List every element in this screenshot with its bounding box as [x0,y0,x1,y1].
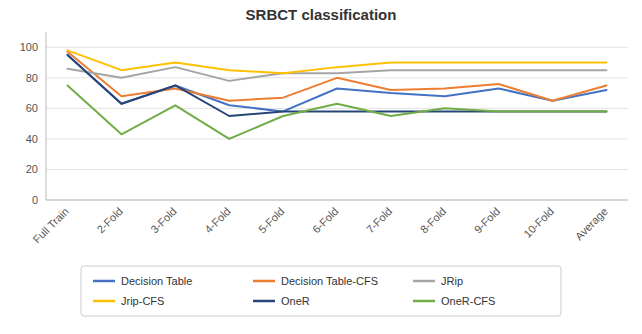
legend-label: Decision Table [121,275,192,287]
chart-container: SRBCT classification 0 20 40 60 80 100 Full Tra… [0,0,642,334]
chart-svg: SRBCT classification 0 20 40 60 80 100 Full Tra… [0,0,642,334]
grid-line [46,47,628,48]
legend-frame [81,266,561,316]
x-tick-label: 7-Fold [364,205,395,236]
x-tick-label: Full Train [31,205,71,245]
y-tick-label: 0 [32,194,38,206]
x-tick-label: 3-Fold [148,205,179,236]
legend-swatch [413,300,435,303]
series-line [68,50,607,73]
series-line [68,55,607,116]
title: SRBCT classification [246,6,397,23]
y-tick-label: 20 [26,163,38,175]
y-tick-label: 80 [26,72,38,84]
series-line [68,85,607,138]
x-tick-label: 5-Fold [256,205,287,236]
legend-swatch [413,280,435,283]
x-tick-label: 4-Fold [202,205,233,236]
x-tick-label: Average [573,205,610,242]
legend-swatch [253,300,275,303]
x-axis-line [46,200,628,201]
legend-swatch [93,280,115,283]
x-tick-label: 8-Fold [418,205,449,236]
legend-swatch [253,280,275,283]
legend-label: OneR-CFS [441,295,495,307]
y-tick-label: 40 [26,133,38,145]
legend-label: Jrip-CFS [121,295,164,307]
grid-line [46,138,628,139]
grid-line [46,169,628,170]
y-tick-label: 100 [20,41,38,53]
legend-label: Decision Table-CFS [281,275,378,287]
x-tick-label: 2-Fold [94,205,125,236]
x-tick-label: 6-Fold [310,205,341,236]
lines [68,50,607,139]
legend-swatch [93,300,115,303]
legend-label: OneR [281,295,310,307]
grid [46,47,628,200]
grid-line [46,108,628,109]
x-tick-label: 9-Fold [472,205,503,236]
x-tick-label: 10-Fold [521,205,556,240]
grid-line [46,200,628,201]
series-line [68,67,607,81]
legend-label: JRip [441,275,463,287]
series-line [68,52,607,101]
legend: Decision Table Decision Table-CFS JRip Jrip… [81,266,561,316]
y-axis-line [46,32,47,200]
y-tick-label: 60 [26,102,38,114]
